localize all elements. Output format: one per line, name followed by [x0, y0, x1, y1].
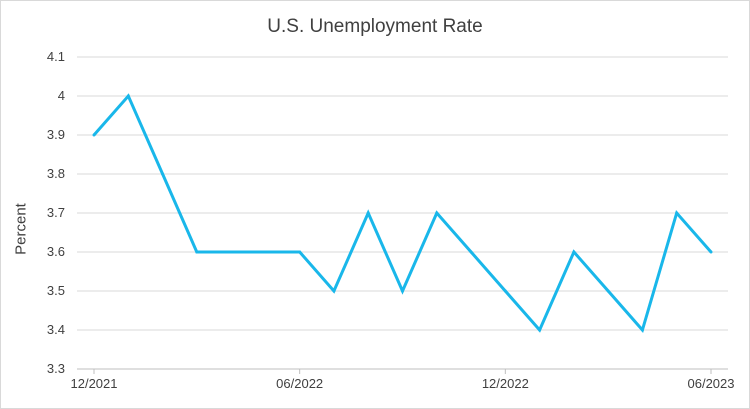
- data-point: [572, 250, 576, 254]
- y-axis-ticks: 3.3 3.4 3.5 3.6 3.7 3.8 3.9 4 4.1: [47, 49, 65, 376]
- x-tick-label: 12/2022: [482, 376, 529, 391]
- x-tick-label: 06/2022: [276, 376, 323, 391]
- x-tick-label: 06/2023: [688, 376, 735, 391]
- data-point: [92, 133, 96, 137]
- data-point: [401, 289, 404, 293]
- data-point: [161, 172, 165, 176]
- gridlines: [77, 56, 728, 370]
- x-axis-ticks: 12/2021 06/2022 12/2022 06/2023: [71, 369, 735, 391]
- data-point: [538, 328, 542, 332]
- chart-title: U.S. Unemployment Rate: [267, 16, 483, 37]
- series-layer: [92, 93, 713, 334]
- data-point: [675, 211, 679, 215]
- data-point: [195, 250, 199, 254]
- x-tick-label: 12/2021: [71, 376, 118, 391]
- y-tick-label: 3.9: [47, 127, 65, 142]
- data-point: [263, 250, 267, 254]
- y-tick-label: 3.3: [47, 361, 65, 376]
- data-point: [366, 211, 370, 215]
- data-point: [298, 250, 302, 254]
- data-point: [640, 328, 644, 332]
- data-point: [229, 250, 233, 254]
- y-tick-label: 3.8: [47, 166, 65, 181]
- y-tick-label: 4: [58, 88, 65, 103]
- data-point: [435, 211, 439, 215]
- y-tick-label: 4.1: [47, 49, 65, 64]
- data-point: [469, 250, 473, 254]
- data-point: [332, 289, 336, 293]
- y-tick-label: 3.6: [47, 244, 65, 259]
- data-point: [606, 289, 610, 293]
- y-tick-label: 3.4: [47, 322, 65, 337]
- data-point: [126, 94, 130, 98]
- y-tick-label: 3.5: [47, 283, 65, 298]
- data-point: [503, 289, 507, 293]
- data-point: [709, 250, 713, 254]
- y-tick-label: 3.7: [47, 205, 65, 220]
